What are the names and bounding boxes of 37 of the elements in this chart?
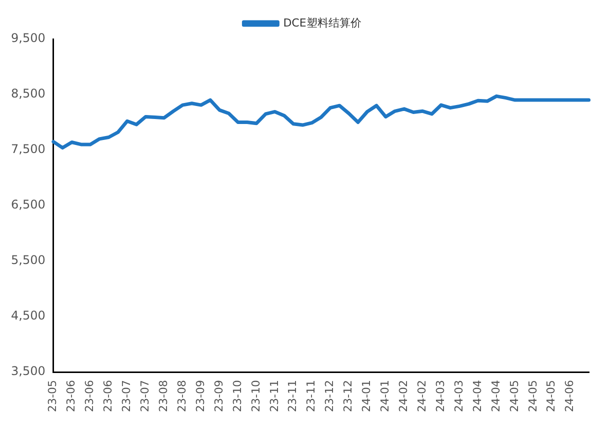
y-tick-label: 4,500 bbox=[10, 308, 46, 323]
x-tick-label: 23-06 bbox=[102, 380, 115, 412]
x-tick-label: 24-01 bbox=[378, 380, 392, 412]
x-tick-label: 23-11 bbox=[268, 380, 281, 412]
x-tick-label: 24-03 bbox=[434, 380, 447, 412]
x-tick-label: 23-07 bbox=[138, 380, 152, 412]
x-tick-label: 24-02 bbox=[415, 380, 428, 412]
y-tick-label: 5,500 bbox=[10, 253, 46, 268]
y-tick-label: 8,500 bbox=[10, 86, 46, 101]
x-tick-label: 23-06 bbox=[64, 380, 78, 412]
x-tick-label: 23-11 bbox=[304, 380, 318, 412]
x-tick-label: 24-02 bbox=[397, 380, 410, 412]
x-tick-label: 23-10 bbox=[230, 380, 244, 412]
x-tick-label: 23-07 bbox=[120, 380, 134, 412]
x-tick-label: 23-06 bbox=[83, 380, 96, 412]
x-tick-label: 23-10 bbox=[249, 380, 262, 412]
x-tick-label: 23-11 bbox=[286, 380, 300, 412]
x-tick-label: 24-04 bbox=[489, 380, 502, 412]
x-tick-label: 24-03 bbox=[452, 380, 466, 412]
y-tick-label: 9,500 bbox=[10, 31, 46, 46]
x-tick-label: 23-05 bbox=[46, 380, 60, 412]
y-tick-label: 3,500 bbox=[10, 364, 46, 378]
x-tick-label: 23-12 bbox=[342, 380, 355, 412]
x-tick-label: 24-04 bbox=[470, 380, 484, 412]
x-tick-label: 23-09 bbox=[212, 380, 226, 412]
x-tick-label: 24-05 bbox=[526, 380, 540, 412]
y-tick-label: 6,500 bbox=[10, 198, 46, 212]
x-tick-label: 23-08 bbox=[175, 380, 188, 412]
x-tick-label: 24-05 bbox=[508, 380, 521, 412]
legend-label: DCE塑料结算价 bbox=[283, 16, 362, 30]
x-tick-label: 24-06 bbox=[563, 380, 576, 412]
x-tick-label: 23-09 bbox=[194, 380, 207, 412]
x-tick-label: 24-01 bbox=[360, 380, 374, 412]
x-tick-label: 23-12 bbox=[323, 380, 336, 412]
y-tick-label: 7,500 bbox=[10, 142, 46, 156]
x-tick-label: 23-08 bbox=[156, 380, 170, 412]
x-tick-label: 24-05 bbox=[544, 380, 558, 412]
